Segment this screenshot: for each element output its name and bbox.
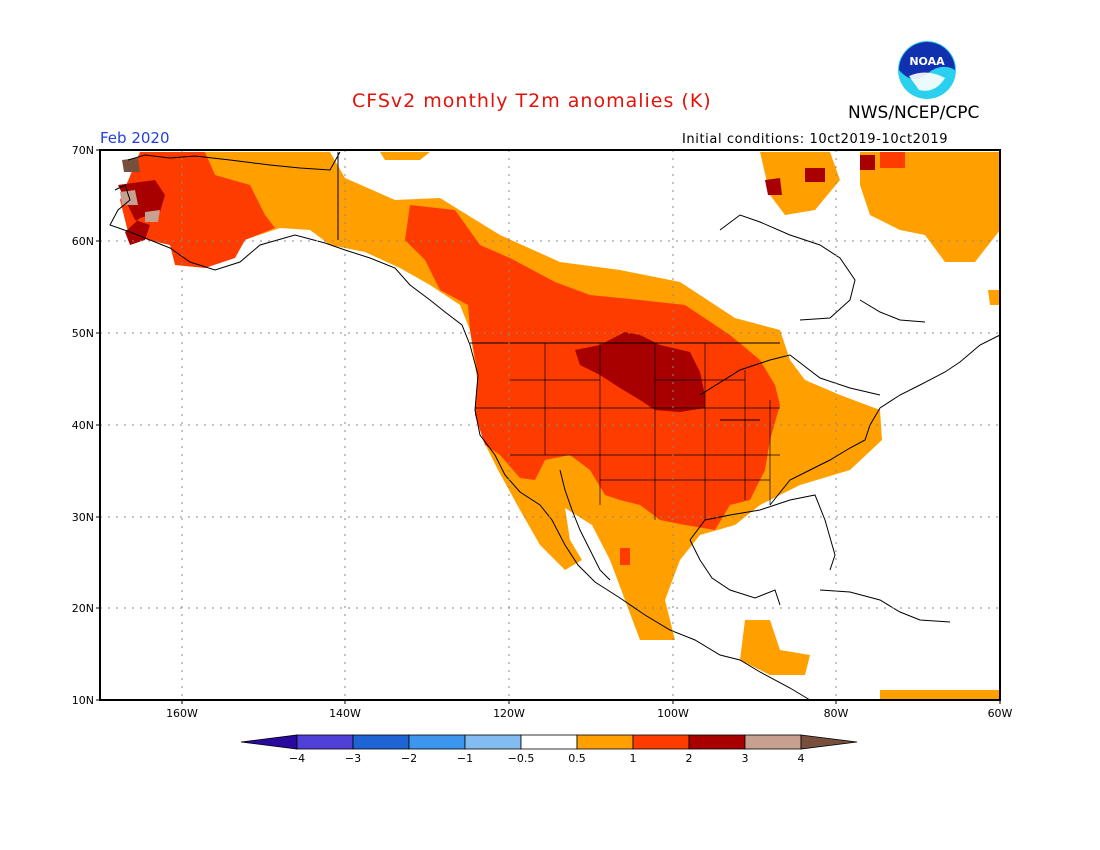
lat-tick-label: 10N	[72, 694, 94, 707]
colorbar-label: 3	[742, 752, 749, 765]
colorbar-label: −3	[345, 752, 361, 765]
lon-tick-label: 100W	[657, 707, 689, 720]
lon-tick-label: 80W	[824, 707, 849, 720]
lat-axis: 10N 20N 30N 40N 50N 60N 70N	[72, 144, 100, 707]
lon-axis: 160W 140W 120W 100W 80W 60W	[166, 700, 1013, 720]
colorbar-label: 1	[630, 752, 637, 765]
lat-tick-label: 50N	[72, 327, 94, 340]
colorbar-label: 4	[798, 752, 805, 765]
anomaly-fields	[118, 152, 1000, 700]
gridlines	[100, 150, 1000, 700]
lat-tick-label: 30N	[72, 511, 94, 524]
lon-tick-label: 60W	[988, 707, 1013, 720]
lon-tick-label: 120W	[493, 707, 525, 720]
colorbar-swatch	[464, 734, 522, 750]
colorbar-swatch	[352, 734, 410, 750]
lon-tick-label: 140W	[329, 707, 361, 720]
colorbar-label: −4	[289, 752, 305, 765]
state-borders	[475, 343, 780, 520]
colorbar-swatch	[576, 734, 634, 750]
agency-label: NWS/NCEP/CPC	[848, 103, 980, 123]
colorbar-label: −2	[401, 752, 417, 765]
colorbar-label: −0.5	[508, 752, 535, 765]
lat-tick-label: 40N	[72, 419, 94, 432]
colorbar-swatch	[744, 734, 802, 750]
colorbar-label: 2	[686, 752, 693, 765]
initial-conditions: Initial conditions: 10ct2019-10ct2019	[682, 132, 949, 147]
noaa-logo: NOAA	[898, 41, 956, 99]
coastlines	[109, 151, 1001, 701]
lat-tick-label: 20N	[72, 602, 94, 615]
colorbar-swatch	[520, 734, 578, 750]
lat-tick-label: 60N	[72, 235, 94, 248]
colorbar-swatch	[688, 734, 746, 750]
colorbar-swatch	[632, 734, 690, 750]
colorbar-label: 0.5	[568, 752, 586, 765]
lon-tick-label: 160W	[166, 707, 198, 720]
colorbar-label: −1	[457, 752, 473, 765]
lat-tick-label: 70N	[72, 144, 94, 157]
colorbar-left-arrow	[240, 734, 298, 750]
noaa-logo-text: NOAA	[909, 55, 945, 68]
colorbar-swatch	[408, 734, 466, 750]
colorbar-swatch	[296, 734, 354, 750]
colorbar-legend: −4 −3 −2 −1 −0.5 0.5 1 2 3 4	[240, 734, 858, 765]
map-title: CFSv2 monthly T2m anomalies (K)	[352, 90, 712, 112]
forecast-period: Feb 2020	[100, 129, 170, 147]
anomaly-gt4-region	[122, 158, 140, 172]
colorbar-right-arrow	[800, 734, 858, 750]
